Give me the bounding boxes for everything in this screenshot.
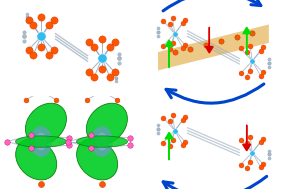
Ellipse shape — [76, 136, 128, 147]
Ellipse shape — [30, 126, 52, 157]
Polygon shape — [158, 25, 269, 70]
FancyArrow shape — [165, 132, 173, 160]
Ellipse shape — [96, 133, 108, 150]
FancyArrow shape — [165, 40, 173, 68]
FancyArrow shape — [243, 27, 251, 55]
Ellipse shape — [15, 136, 67, 147]
Ellipse shape — [77, 139, 118, 180]
Ellipse shape — [91, 126, 113, 157]
FancyArrow shape — [205, 27, 213, 53]
Ellipse shape — [25, 103, 66, 144]
Ellipse shape — [86, 103, 127, 144]
Ellipse shape — [35, 133, 47, 150]
FancyArrow shape — [243, 125, 251, 151]
Ellipse shape — [16, 139, 57, 180]
